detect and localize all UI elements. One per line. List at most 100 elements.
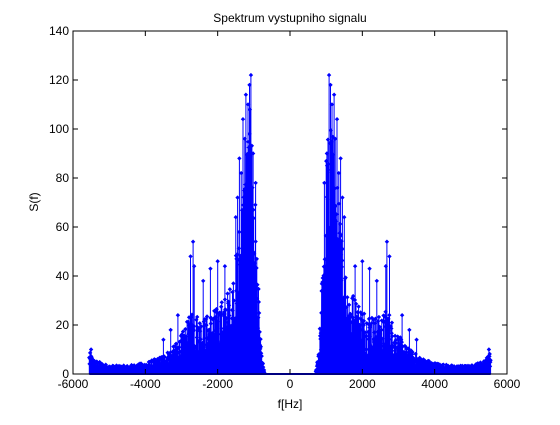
- stem-marker: [234, 252, 240, 257]
- stem-marker: [236, 290, 241, 296]
- stem-marker: [235, 257, 240, 262]
- stem-marker: [353, 301, 359, 307]
- stem-marker: [210, 331, 215, 336]
- stem-marker: [374, 278, 379, 284]
- stem-marker: [329, 139, 334, 145]
- stem-marker: [383, 309, 388, 315]
- stem-marker: [243, 297, 249, 303]
- stem-marker: [345, 348, 350, 354]
- stem-marker: [106, 368, 111, 373]
- stem-marker: [229, 323, 234, 329]
- stem-marker: [185, 357, 191, 363]
- stem-marker: [252, 287, 257, 292]
- stem-marker: [372, 321, 378, 326]
- stem-marker: [247, 107, 253, 112]
- stem-marker: [256, 310, 262, 316]
- stem-marker: [246, 165, 252, 171]
- stem-marker: [238, 269, 243, 275]
- stem-marker: [315, 362, 321, 367]
- stem-marker: [230, 289, 235, 295]
- x-tick-label: 4000: [421, 377, 448, 391]
- stem-marker: [321, 312, 326, 317]
- stem-marker: [197, 321, 203, 326]
- stem-marker: [243, 207, 248, 212]
- stem-marker: [215, 259, 220, 264]
- stem-marker: [319, 288, 324, 294]
- stem-marker: [485, 366, 491, 372]
- stem-marker: [238, 170, 244, 176]
- stem-marker: [245, 151, 250, 157]
- stem-marker: [239, 207, 245, 213]
- stem-marker: [243, 216, 249, 222]
- stem-marker: [343, 275, 348, 280]
- stem-marker: [221, 326, 227, 331]
- stem-marker: [251, 251, 257, 257]
- stem-marker: [170, 356, 176, 362]
- stem-marker: [328, 268, 334, 274]
- stem-marker: [196, 339, 201, 344]
- stem-marker: [241, 195, 246, 200]
- stem-marker: [259, 353, 264, 359]
- stem-marker: [330, 168, 335, 173]
- tick-marks: [72, 30, 508, 375]
- stem-marker: [376, 314, 382, 320]
- stem-marker: [236, 229, 242, 235]
- stem-marker: [390, 334, 395, 339]
- stem-marker: [218, 355, 223, 361]
- stem-marker: [345, 295, 350, 300]
- stem-marker: [229, 343, 234, 348]
- stem-marker: [255, 282, 260, 287]
- stem-marker: [382, 350, 388, 356]
- stem-marker: [214, 325, 220, 331]
- stem-marker: [217, 310, 222, 315]
- stem-marker: [359, 338, 365, 343]
- stem-marker: [337, 221, 343, 227]
- stem-marker: [389, 330, 394, 336]
- stem-marker: [87, 350, 93, 356]
- stem-marker: [177, 349, 183, 354]
- stem-marker: [260, 361, 266, 366]
- stem-marker: [325, 197, 330, 202]
- stem-marker: [373, 316, 378, 321]
- stem-marker: [212, 335, 218, 340]
- y-tick-label: 0: [62, 367, 69, 381]
- stem-marker: [380, 336, 386, 341]
- y-tick-label: 60: [56, 220, 70, 234]
- stem-series: [87, 72, 493, 375]
- stem-marker: [245, 276, 250, 282]
- y-tick-label: 100: [49, 122, 69, 136]
- stem-marker: [369, 320, 374, 326]
- stem-marker: [173, 343, 178, 349]
- stem-marker: [322, 322, 327, 327]
- stem-marker: [317, 358, 322, 363]
- stem-marker: [356, 304, 361, 309]
- stem-marker: [392, 345, 397, 350]
- stem-marker: [233, 215, 238, 220]
- stem-marker: [247, 154, 253, 159]
- stem-marker: [413, 351, 418, 357]
- stem-marker: [413, 364, 419, 369]
- stem-marker: [257, 329, 262, 335]
- stem-marker: [389, 326, 394, 331]
- stem-marker: [219, 300, 224, 305]
- stem-marker: [328, 128, 334, 133]
- stem-marker: [147, 362, 152, 368]
- stem-marker: [323, 271, 328, 276]
- stem-marker: [384, 333, 390, 339]
- stem-marker: [343, 323, 348, 328]
- stem-marker: [88, 347, 94, 352]
- stem-marker: [215, 319, 220, 324]
- stem-marker: [322, 257, 327, 262]
- stem-marker: [248, 280, 253, 286]
- chart-title: Spektrum vystupniho signalu: [213, 11, 366, 25]
- stem-marker: [384, 239, 390, 244]
- stem-marker: [191, 328, 196, 333]
- stem-marker: [250, 151, 256, 156]
- stem-marker: [199, 324, 204, 329]
- stem-marker: [326, 167, 331, 173]
- stem-marker: [488, 358, 493, 363]
- x-tick-label: -6000: [58, 377, 89, 391]
- stem-marker: [193, 344, 199, 349]
- stem-marker: [194, 314, 200, 320]
- stem-marker: [336, 329, 341, 334]
